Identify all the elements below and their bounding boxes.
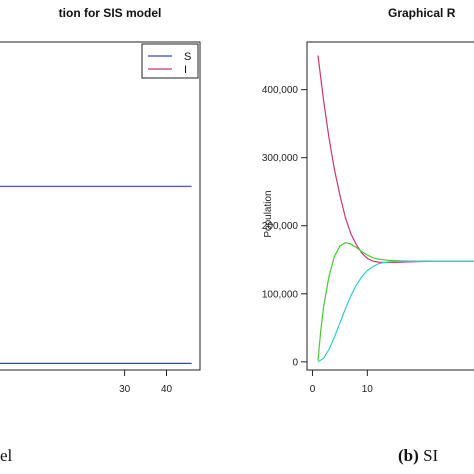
legend-s-label: S — [184, 51, 191, 63]
caption-b-close: ) — [413, 446, 419, 465]
panel-b-y-tick-label: 300,000 — [262, 153, 299, 164]
legend-i-label: I — [184, 64, 187, 76]
panel-a-title: tion for SIS model — [59, 6, 162, 20]
panel-b-series-cyan-line — [317, 260, 474, 363]
panel-b-y-ticks: 0 100,000 200,000 300,000 400,000 — [262, 85, 307, 368]
panel-b-x-ticks: 0 10 — [310, 370, 374, 395]
panel-b-plot-frame — [306, 41, 474, 371]
panel-b-y-tick-label: 100,000 — [262, 289, 299, 300]
panel-a-plot-frame — [0, 41, 201, 371]
panel-b-x-tick-label: 0 — [310, 384, 316, 395]
legend-box — [141, 43, 199, 79]
panel-b-series-magenta-line — [317, 55, 474, 264]
panel-b-y-tick-label: 200,000 — [262, 221, 299, 232]
panel-b-y-axis-label: Population — [263, 190, 274, 237]
panel-b-caption: (b) SI — [398, 446, 439, 465]
caption-b-rest: SI — [419, 446, 439, 465]
panel-a-caption: el — [0, 446, 13, 465]
panel-b-series — [317, 55, 474, 363]
panel-b-y-tick-label: 0 — [292, 357, 298, 368]
panel-b-x-tick-label: 10 — [362, 384, 374, 395]
caption-b-prefix: ( — [398, 446, 404, 465]
panel-b-title: Graphical R — [388, 6, 456, 20]
panel-b-y-tick-label: 400,000 — [262, 85, 299, 96]
panel-a-x-tick-label: 30 — [119, 384, 131, 395]
panel-sis-model: tion for SIS model 30 40 S I el — [0, 6, 201, 465]
caption-b-letter: b — [404, 446, 413, 465]
panel-b-series-green-line — [317, 242, 474, 361]
panel-a-series — [0, 185, 192, 364]
panel-a-x-tick-label: 40 — [161, 384, 173, 395]
panel-graphical-representation: Graphical R 0 100,000 200,000 300,000 400,00… — [262, 6, 474, 465]
panel-a-legend: S I — [141, 43, 199, 79]
panel-a-x-ticks: 30 40 — [119, 370, 172, 395]
